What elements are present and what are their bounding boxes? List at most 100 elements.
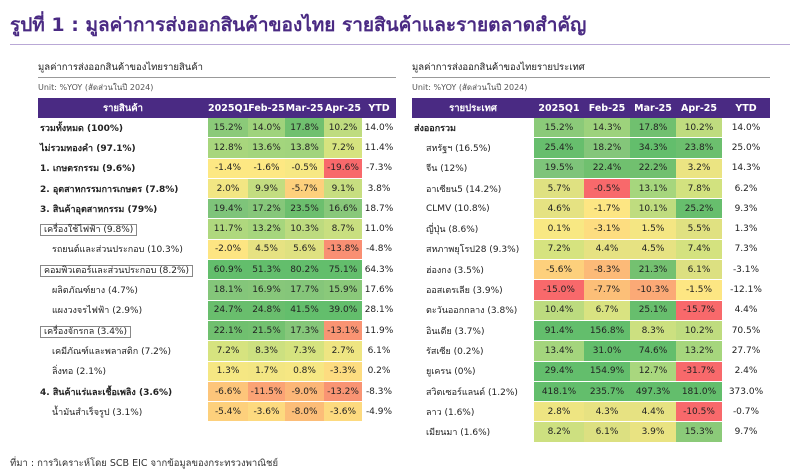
value-cell: 10.3% xyxy=(285,218,324,240)
value-cell: 1.5% xyxy=(630,218,676,240)
row-label: CLMV (10.8%) xyxy=(412,198,534,220)
value-cell: 2.7% xyxy=(324,340,362,362)
row-label: ลาว (1.6%) xyxy=(412,401,534,423)
value-cell: 10.1% xyxy=(630,198,676,220)
ytd-cell: 2.4% xyxy=(722,361,770,382)
value-cell: 39.0% xyxy=(324,300,362,321)
value-cell: -10.5% xyxy=(676,401,722,423)
value-cell: -5.7% xyxy=(285,178,324,200)
product-table-title: มูลค่าการส่งออกสินค้าของไทยรายสินค้า xyxy=(38,60,396,78)
value-cell: 16.9% xyxy=(248,279,285,301)
table-row: คอมพิวเตอร์และส่วนประกอบ (8.2%) 60.9% 51.3… xyxy=(38,259,396,281)
value-cell: 497.3% xyxy=(630,381,676,403)
table-row: สหภาพยุโรป28 (9.3%) 7.2% 4.4% 4.5% 7.4% 7.3% xyxy=(412,239,770,261)
value-cell: -31.7% xyxy=(676,361,722,382)
value-cell: -15.7% xyxy=(676,300,722,321)
ytd-cell: 373.0% xyxy=(722,381,770,403)
row-label: รถยนต์และส่วนประกอบ (10.3%) xyxy=(38,239,208,261)
table-row: CLMV (10.8%) 4.6% -1.7% 10.1% 25.2% 9.3% xyxy=(412,198,770,220)
value-cell: 4.4% xyxy=(630,401,676,423)
table-row: 2. อุตสาหกรรมการเกษตร (7.8%) 2.0% 9.9% -5.7… xyxy=(38,178,396,200)
ytd-cell: 27.7% xyxy=(722,340,770,362)
value-cell: 17.2% xyxy=(248,198,285,220)
value-cell: 0.1% xyxy=(534,218,584,240)
value-cell: 41.5% xyxy=(285,300,324,321)
value-cell: 4.5% xyxy=(248,239,285,261)
value-cell: -15.0% xyxy=(534,279,584,301)
value-cell: 60.9% xyxy=(208,259,248,281)
ytd-cell: 4.4% xyxy=(722,300,770,321)
value-cell: 6.1% xyxy=(676,259,722,281)
source-note: ที่มา : การวิเคราะห์โดย SCB EIC จากข้อมู… xyxy=(10,458,279,469)
value-cell: 17.7% xyxy=(285,279,324,301)
value-cell: 91.4% xyxy=(534,320,584,342)
row-label: ญี่ปุ่น (8.6%) xyxy=(412,218,534,240)
value-cell: 10.2% xyxy=(676,118,722,139)
value-cell: 9.1% xyxy=(324,178,362,200)
ytd-cell: -12.1% xyxy=(722,279,770,301)
table-row: รถยนต์และส่วนประกอบ (10.3%) -2.0% 4.5% 5.6%… xyxy=(38,239,396,261)
table-row: สวิตเซอร์แลนด์ (1.2%) 418.1% 235.7% 497.3% 1… xyxy=(412,381,770,403)
ytd-cell: -0.7% xyxy=(722,401,770,423)
table-row: ยูเครน (0%) 29.4% 154.9% 12.7% -31.7% 2.4% xyxy=(412,361,770,382)
value-cell: 13.2% xyxy=(676,340,722,362)
value-cell: 15.2% xyxy=(534,118,584,139)
ytd-cell: 70.5% xyxy=(722,320,770,342)
value-cell: 7.8% xyxy=(676,178,722,200)
column-header: Feb-25 xyxy=(584,98,630,118)
value-cell: -7.7% xyxy=(584,279,630,301)
value-cell: -3.6% xyxy=(324,401,362,423)
column-header: Mar-25 xyxy=(285,98,324,118)
ytd-cell: 11.0% xyxy=(362,218,396,240)
country-export-table: รายประเทศ 2025Q1 Feb-25 Mar-25 Apr-25 YTD ส่ง… xyxy=(412,98,770,443)
ytd-cell: 14.0% xyxy=(362,118,396,139)
value-cell: 31.0% xyxy=(584,340,630,362)
value-cell: 22.1% xyxy=(208,320,248,342)
value-cell: 3.9% xyxy=(630,421,676,443)
row-label: เมียนมา (1.6%) xyxy=(412,421,534,443)
value-cell: 13.4% xyxy=(534,340,584,362)
table-row: น้ำมันสำเร็จรูป (3.1%) -5.4% -3.6% -8.0% -3.… xyxy=(38,401,396,423)
table-row: อาเซียน5 (14.2%) 5.7% -0.5% 13.1% 7.8% 6.2% xyxy=(412,178,770,200)
country-table-body: ส่งออกรวม 15.2% 14.3% 17.8% 10.2% 14.0% สหรัฐฯ… xyxy=(412,118,770,443)
row-label: 3. สินค้าอุตสาหกรรม (79%) xyxy=(38,198,208,220)
row-label: รวมทั้งหมด (100%) xyxy=(38,118,208,139)
table-header-row: รายประเทศ 2025Q1 Feb-25 Mar-25 Apr-25 YTD xyxy=(412,98,770,118)
value-cell: 13.1% xyxy=(630,178,676,200)
table-row: ลาว (1.6%) 2.8% 4.3% 4.4% -10.5% -0.7% xyxy=(412,401,770,423)
value-cell: -8.0% xyxy=(285,401,324,423)
ytd-cell: -4.9% xyxy=(362,401,396,423)
table-row: แผงวงจรไฟฟ้า (2.9%) 24.7% 24.8% 41.5% 39.0% 2… xyxy=(38,300,396,321)
product-export-table: รายสินค้า 2025Q1 Feb-25 Mar-25 Apr-25 YTD รวม… xyxy=(38,98,396,423)
title-divider xyxy=(10,44,790,45)
value-cell: 1.3% xyxy=(208,361,248,382)
ytd-cell: 25.0% xyxy=(722,137,770,159)
value-cell: -3.3% xyxy=(324,361,362,382)
value-cell: 18.2% xyxy=(584,137,630,159)
value-cell: 13.8% xyxy=(285,137,324,159)
column-header: Mar-25 xyxy=(630,98,676,118)
value-cell: 9.9% xyxy=(248,178,285,200)
ytd-cell: 1.3% xyxy=(722,218,770,240)
table-row: 4. สินค้าแร่และเชื้อเพลิง (3.6%) -6.6% -11… xyxy=(38,381,396,403)
value-cell: 8.7% xyxy=(324,218,362,240)
value-cell: 5.7% xyxy=(534,178,584,200)
value-cell: 10.2% xyxy=(676,320,722,342)
column-header: รายสินค้า xyxy=(38,98,208,118)
value-cell: -3.1% xyxy=(584,218,630,240)
column-header: Apr-25 xyxy=(324,98,362,118)
value-cell: -11.5% xyxy=(248,381,285,403)
value-cell: -13.1% xyxy=(324,320,362,342)
value-cell: 5.6% xyxy=(285,239,324,261)
value-cell: -5.6% xyxy=(534,259,584,281)
value-cell: 22.2% xyxy=(630,158,676,179)
value-cell: -8.3% xyxy=(584,259,630,281)
value-cell: -2.0% xyxy=(208,239,248,261)
column-header: รายประเทศ xyxy=(412,98,534,118)
table-row: 1. เกษตรกรรม (9.6%) -1.4% -1.6% -0.5% -19.6%… xyxy=(38,158,396,179)
product-table-panel: มูลค่าการส่งออกสินค้าของไทยรายสินค้า Uni… xyxy=(38,60,396,423)
value-cell: 3.2% xyxy=(676,158,722,179)
column-header: Feb-25 xyxy=(248,98,285,118)
row-label: 1. เกษตรกรรม (9.6%) xyxy=(38,158,208,179)
ytd-cell: -4.8% xyxy=(362,239,396,261)
